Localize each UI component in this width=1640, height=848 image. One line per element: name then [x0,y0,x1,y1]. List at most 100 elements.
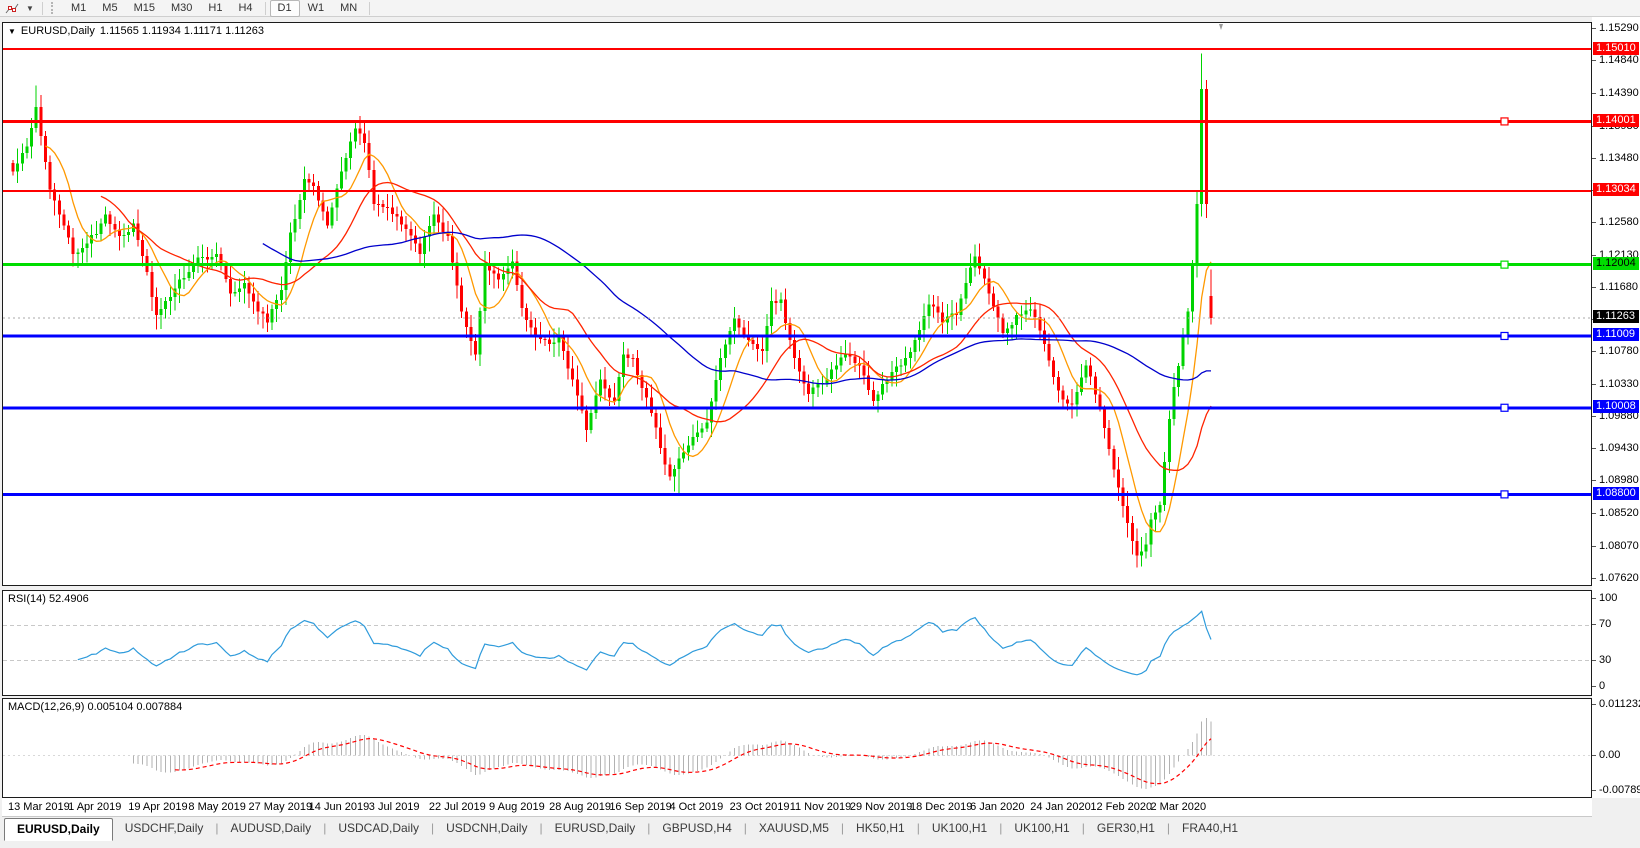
chart-tab-uk100-h1[interactable]: UK100,H1 [1014,821,1070,835]
toolbar-grip-handle[interactable] [51,2,57,14]
price-tick-label: 1.09430 [1599,442,1639,455]
date-label: 9 Aug 2019 [489,801,545,813]
timeframe-button-d1[interactable]: D1 [269,0,300,17]
price-tick-mark [1592,545,1596,547]
macd-tick-mark [1592,790,1596,791]
chart-tab-ger30-h1[interactable]: GER30,H1 [1096,821,1155,835]
price-axis: 1.152901.148401.143901.139301.134801.130… [1592,17,1640,798]
price-tick-mark [1592,286,1596,288]
chart-tab-eurusd-daily[interactable]: EURUSD,Daily [4,818,113,841]
rsi-tick-label: 70 [1599,618,1612,631]
date-label: 2 Mar 2020 [1150,801,1207,813]
chart-tab-eurusd-daily[interactable]: EURUSD,Daily [554,821,636,835]
date-label: 1 Apr 2019 [68,801,122,813]
price-tick-mark [1592,28,1596,29]
hline-price-label: 1.13034 [1593,183,1639,197]
rsi-tick-mark [1592,659,1596,661]
timeframe-button-m15[interactable]: M15 [133,1,155,14]
collapse-arrow-icon[interactable]: ▼ [8,26,16,36]
price-chart-panel[interactable]: ▼ EURUSD,Daily 1.11565 1.11934 1.11171 1… [2,22,1592,586]
date-label: 22 Jul 2019 [428,801,486,813]
rsi-indicator-panel[interactable]: RSI(14) 52.4906 [2,590,1592,696]
chart-tab-uk100-h1[interactable]: UK100,H1 [931,821,988,835]
chart-shift-marker[interactable] [1219,24,1223,30]
timeframe-button-h4[interactable]: H4 [238,1,253,14]
price-tick-label: 1.07620 [1599,572,1639,584]
price-tick-mark [1592,157,1596,159]
hline-handle-1.12004[interactable] [1500,260,1509,269]
tab-separator: | [323,821,327,835]
hline-price-label: 1.12004 [1593,257,1639,271]
date-label: 27 May 2019 [248,801,313,813]
price-tick-label: 1.11680 [1599,280,1638,293]
hline-handle-1.11009[interactable] [1500,331,1509,341]
macd-tick-label: -0.007894 [1599,784,1640,796]
price-tick-label: 1.15290 [1599,22,1639,34]
rsi-tick-label: 100 [1599,592,1618,604]
date-label: 4 Oct 2019 [669,801,724,813]
price-tick-label: 1.08520 [1599,507,1639,520]
macd-header: MACD(12,26,9) 0.005104 0.007884 [8,701,183,713]
price-tick-mark [1592,222,1596,224]
tab-separator: | [1166,821,1171,835]
price-tick-label: 1.08070 [1599,539,1639,552]
tab-separator: | [215,821,219,835]
rsi-header: RSI(14) 52.4906 [8,593,89,605]
hline-price-label: 1.15010 [1593,41,1639,55]
date-label: 24 Jan 2020 [1030,801,1091,813]
tab-separator: | [743,821,747,835]
date-label: 6 Jan 2020 [970,801,1025,813]
chart-tab-usdcnh-daily[interactable]: USDCNH,Daily [446,821,528,835]
rsi-tick-mark [1592,624,1596,626]
chart-tab-audusd-daily[interactable]: AUDUSD,Daily [230,821,312,835]
timeframe-button-m30[interactable]: M30 [170,1,193,14]
hline-handle-1.14001[interactable] [1500,117,1509,126]
chart-tab-usdchf-daily[interactable]: USDCHF,Daily [124,821,204,835]
date-label: 3 Jul 2019 [368,801,420,813]
tab-separator: | [647,821,651,835]
chart-symbol-period: EURUSD,Daily [20,25,95,37]
tab-separator: | [999,821,1003,835]
macd-tick-mark [1592,704,1596,705]
macd-tick-mark [1592,754,1596,756]
date-label: 16 Sep 2019 [609,801,672,813]
toolbar-separator [42,1,43,15]
date-label: 14 Jun 2019 [308,801,370,813]
timeframe-button-m5[interactable]: M5 [102,1,118,14]
price-tick-mark [1592,448,1596,450]
hline-handle-1.08800[interactable] [1500,490,1509,499]
hline-handle-1.10008[interactable] [1500,403,1509,412]
macd-tick-label: 0.011232 [1599,698,1640,710]
hline-price-label: 1.14001 [1593,113,1639,127]
price-tick-mark [1592,92,1596,94]
macd-indicator-panel[interactable]: MACD(12,26,9) 0.005104 0.007884 [2,698,1592,798]
chart-tab-bar: EURUSD,Daily USDCHF,Daily | AUDUSD,Daily | US… [0,817,1640,848]
rsi-tick-mark [1592,598,1596,599]
date-label: 28 Aug 2019 [549,801,611,813]
timeframe-toolbar: ▼ M1 M5 M15 M30 H1 H4 D1 W1 MN [0,0,1640,17]
tab-separator: | [1081,821,1085,835]
chart-tab-fra40-h1[interactable]: FRA40,H1 [1182,821,1239,835]
price-tick-mark [1592,254,1596,256]
rsi-tick-label: 0 [1599,680,1606,692]
chart-tab-xauusd-m5[interactable]: XAUUSD,M5 [758,821,829,835]
chart-tab-gbpusd-h4[interactable]: GBPUSD,H4 [662,821,732,835]
price-tick-mark [1592,480,1596,482]
macd-tick-label: 0.00 [1599,748,1621,761]
date-label: 8 May 2019 [188,801,246,813]
chart-tab-hk50-h1[interactable]: HK50,H1 [856,821,905,835]
timeframe-button-h1[interactable]: H1 [208,1,223,14]
rsi-tick-label: 30 [1599,653,1612,666]
price-tick-mark [1592,513,1596,515]
date-label: 19 Apr 2019 [128,801,188,813]
draw-tool-icon[interactable] [2,1,22,16]
timeframe-button-mn[interactable]: MN [340,1,358,14]
timeframe-button-w1[interactable]: W1 [307,1,325,14]
price-tick-label: 1.08980 [1599,474,1639,487]
timeframe-button-m1[interactable]: M1 [71,1,87,14]
toolbar-separator [369,1,371,15]
tab-separator: | [539,821,543,835]
date-label: 13 Mar 2019 [8,801,70,813]
chart-tab-usdcad-daily[interactable]: USDCAD,Daily [338,821,419,835]
draw-tool-dropdown-icon[interactable]: ▼ [26,3,34,13]
